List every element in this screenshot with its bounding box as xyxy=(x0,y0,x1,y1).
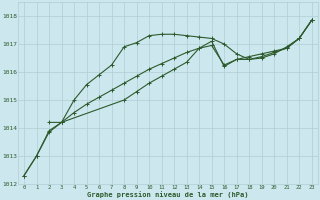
X-axis label: Graphe pression niveau de la mer (hPa): Graphe pression niveau de la mer (hPa) xyxy=(87,191,249,198)
